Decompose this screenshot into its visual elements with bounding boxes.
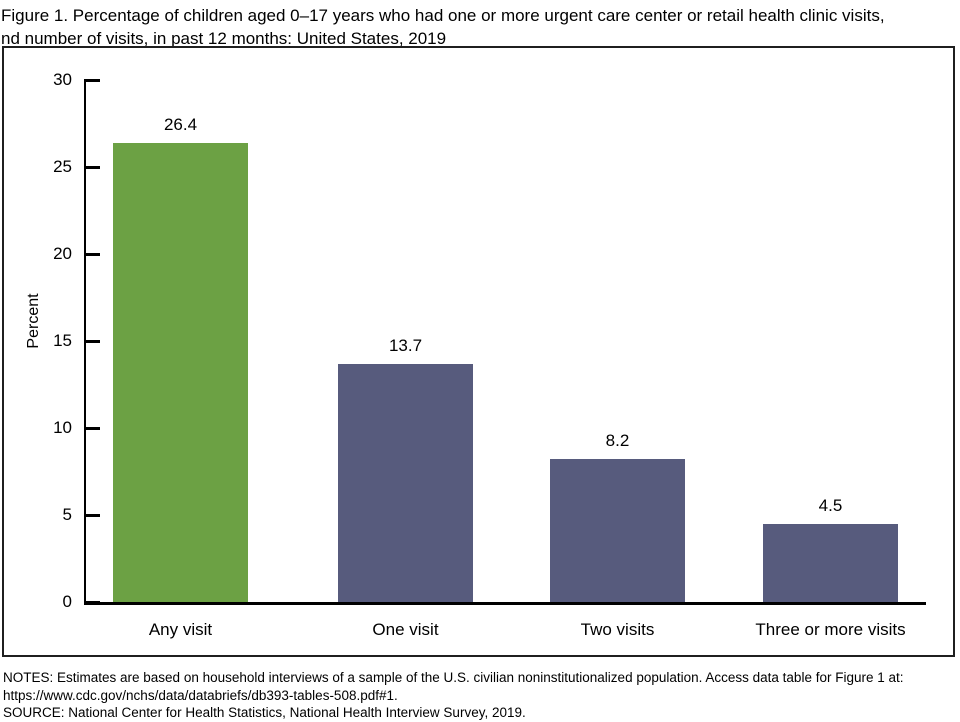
x-axis-line [84,602,926,605]
chart-frame: Percent 0 5 10 15 20 25 30 26.4 Any visit 13.7 One… [2,46,955,657]
category-label: One visit [372,620,439,639]
y-tick-label: 0 [62,592,72,611]
bar-one-visit [338,364,473,602]
y-tick [84,601,100,604]
y-tick-label: 25 [53,157,72,176]
y-tick-label: 5 [62,505,72,524]
y-tick [84,340,100,343]
y-tick [84,514,100,517]
y-tick-label: 15 [53,331,72,350]
category-label: Three or more visits [755,620,906,639]
bar-value-label: 13.7 [388,336,423,355]
notes-text: NOTES: Estimates are based on household … [3,670,904,685]
y-tick [84,427,100,430]
y-tick [84,79,100,82]
bar-three-or-more-visits [763,524,898,602]
figure-title-line2: nd number of visits, in past 12 months: … [1,29,447,48]
source-text: SOURCE: National Center for Health Stati… [3,705,526,721]
plot-area: 0 5 10 15 20 25 30 26.4 Any visit 13.7 One visit 8.… [4,48,953,655]
y-tick [84,166,100,169]
y-tick [84,253,100,256]
bar-two-visits [550,459,685,602]
figure-title: Figure 1. Percentage of children aged 0–… [1,4,885,50]
y-tick-label: 20 [53,244,72,263]
figure-notes: NOTES: Estimates are based on household … [3,669,904,722]
figure-title-line1: Figure 1. Percentage of children aged 0–… [1,6,885,25]
bar-any-visit [113,143,248,602]
category-label: Any visit [148,620,213,639]
bar-value-label: 4.5 [818,496,843,515]
notes-url: https://www.cdc.gov/nchs/data/databriefs… [3,687,398,703]
y-tick-label: 10 [53,418,72,437]
bar-value-label: 8.2 [605,431,630,450]
bar-value-label: 26.4 [163,115,198,134]
y-tick-label: 30 [53,70,72,89]
category-label: Two visits [580,620,655,639]
